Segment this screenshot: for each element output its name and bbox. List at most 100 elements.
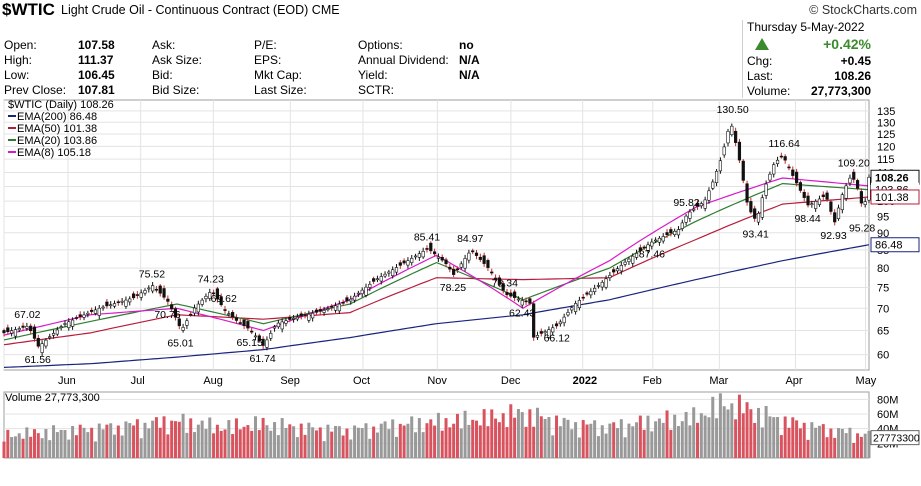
volume-bar (661, 422, 665, 458)
volume-bar (520, 412, 524, 458)
candle-body (775, 159, 780, 164)
candle-body (844, 185, 848, 199)
candle-body (791, 169, 795, 176)
candle-body (398, 262, 402, 266)
candle-body (352, 295, 357, 301)
candle-body (10, 330, 14, 334)
legend-entry: EMA(20) 103.86 (17, 135, 97, 147)
candle-body (173, 308, 178, 318)
candle-body (585, 292, 589, 295)
volume-tag (870, 430, 920, 446)
candle-body (131, 293, 136, 299)
volume-bar (10, 437, 14, 458)
candle-body (143, 290, 147, 294)
volume-bar (238, 429, 242, 458)
volume-bar (490, 409, 494, 458)
candle-body (802, 191, 806, 198)
candle-body (497, 277, 501, 285)
candle-body (311, 312, 315, 319)
candle-body (303, 314, 307, 316)
ema50-line (3, 196, 870, 346)
volume-tag-label: 27773300 (873, 433, 920, 445)
volume-value: 27,773,300 (810, 84, 871, 98)
volume-bar (631, 426, 635, 458)
volume-bar (97, 423, 101, 458)
price-tag-label: 108.26 (875, 172, 909, 184)
volume-bar (863, 433, 867, 458)
last-value: 108.26 (834, 69, 871, 83)
volume-bar (478, 425, 482, 458)
candle-body (410, 257, 414, 263)
quote-label: Yield: (358, 68, 388, 82)
candle-body (158, 285, 162, 294)
candle-body (333, 305, 338, 311)
candle-body (722, 146, 726, 156)
candle-body (51, 333, 56, 336)
x-tick-label: Feb (643, 375, 662, 387)
x-tick-label: May (856, 375, 877, 387)
x-tick-label: Sep (280, 375, 300, 387)
volume-bar (204, 429, 208, 458)
volume-bar (574, 422, 578, 458)
candle-body (292, 318, 296, 320)
volume-bar (680, 421, 684, 458)
volume-bar (501, 413, 505, 458)
volume-bar (612, 422, 616, 458)
candle-body (558, 321, 562, 325)
candle-body (817, 198, 822, 205)
candle-body (299, 313, 303, 317)
candle-body (749, 201, 753, 213)
volume-bar (154, 417, 158, 458)
volume-bar (547, 417, 551, 458)
volume-bar (543, 418, 547, 458)
volume-bar (867, 430, 871, 458)
quote-label: EPS: (254, 53, 282, 67)
volume-bar (776, 417, 780, 458)
candle-body (513, 291, 517, 298)
candle-body (177, 318, 181, 327)
candle-body (139, 292, 143, 298)
candle-body (787, 166, 791, 169)
volume-bar (177, 421, 181, 458)
volume-bar (406, 423, 410, 458)
volume-bar (425, 423, 429, 458)
brand-watermark[interactable]: © StockCharts.com (809, 3, 917, 17)
candle-body (36, 337, 40, 347)
volume-bar (589, 423, 593, 458)
volume-bar (696, 422, 700, 458)
candle-body (642, 246, 646, 249)
volume-bar (703, 415, 707, 458)
volume-bar (143, 422, 147, 458)
volume-bar (768, 416, 772, 458)
volume-bar (528, 409, 532, 458)
candle-body (623, 261, 627, 265)
price-annotation: 98.44 (794, 213, 820, 225)
candle-body (211, 292, 216, 295)
candle-body (673, 230, 677, 235)
volume-bar (585, 424, 589, 458)
price-annotation: 116.64 (769, 138, 800, 150)
volume-bar (676, 426, 680, 458)
candle-body (394, 267, 399, 273)
volume-bar (688, 425, 692, 458)
volume-bar (821, 424, 825, 458)
volume-bar (253, 416, 257, 458)
candle-body (391, 269, 395, 277)
candle-body (516, 298, 521, 301)
volume-bar (475, 420, 479, 458)
candle-body (482, 255, 486, 264)
candle-body (535, 335, 540, 338)
volume-bar (314, 430, 318, 458)
volume-bar (147, 428, 151, 458)
candle-body (745, 183, 749, 203)
candle-body (417, 253, 421, 258)
candle-body (436, 256, 441, 259)
quote-label: P/E: (254, 38, 277, 52)
volume-bar (391, 419, 395, 458)
volume-bar (109, 423, 113, 458)
volume-bar (334, 425, 338, 458)
volume-bar (669, 429, 673, 458)
candle-body (227, 313, 231, 315)
volume-bar (215, 424, 219, 458)
